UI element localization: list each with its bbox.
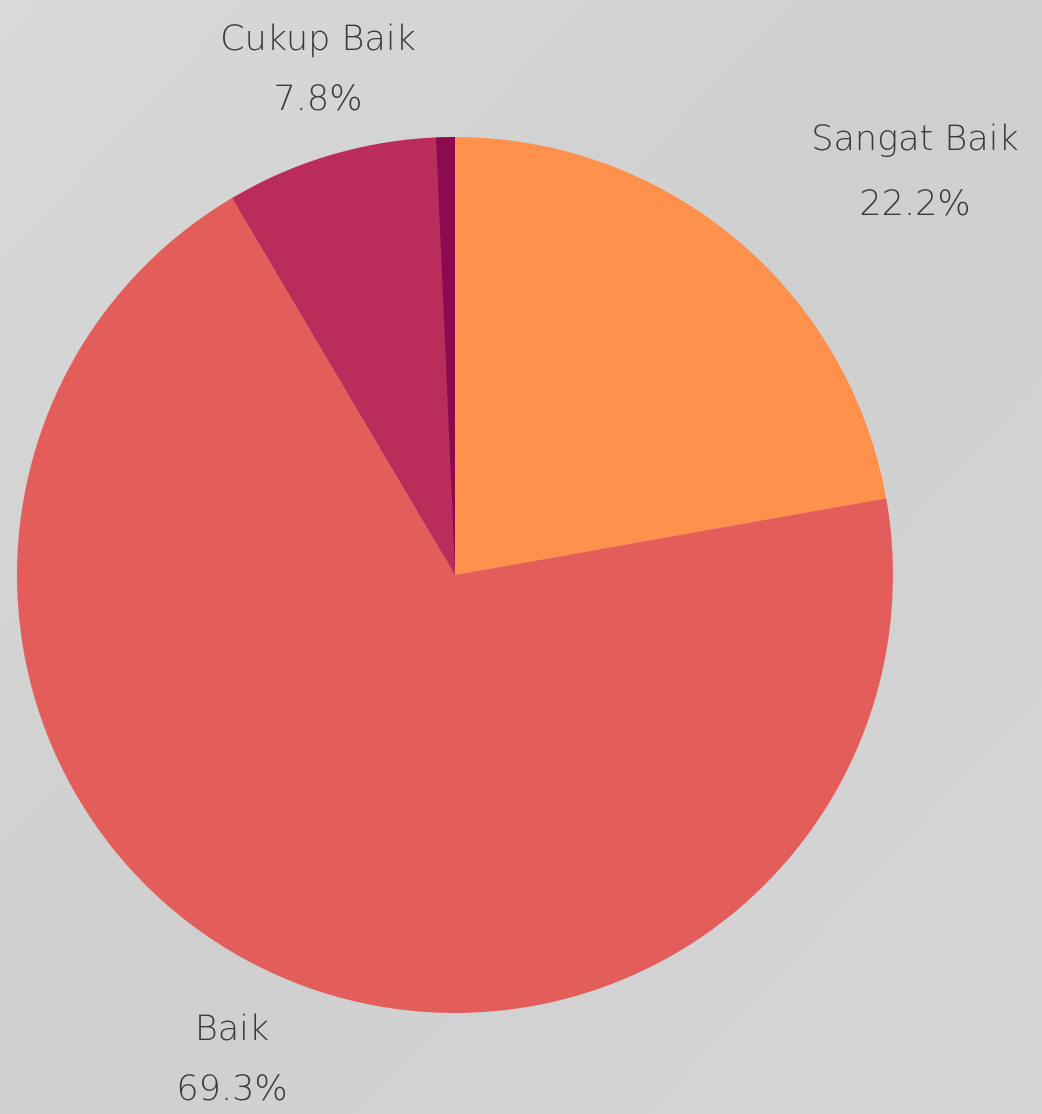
slice-value-label: 7.8% — [274, 79, 363, 119]
slice-label: Sangat Baik — [811, 119, 1019, 159]
slice-label: Cukup Baik — [220, 19, 416, 59]
slice-value-label: 22.2% — [859, 184, 970, 224]
page: {"chart_data": {"type": "pie", "categori… — [0, 0, 1042, 1114]
slice-value-label: 69.3% — [176, 1069, 287, 1109]
pie — [17, 137, 893, 1013]
slice-label: Baik — [195, 1009, 269, 1049]
chart: Sangat Baik 22.2% Baik 69.3% Cukup Baik 7.8% — [0, 0, 1042, 1114]
